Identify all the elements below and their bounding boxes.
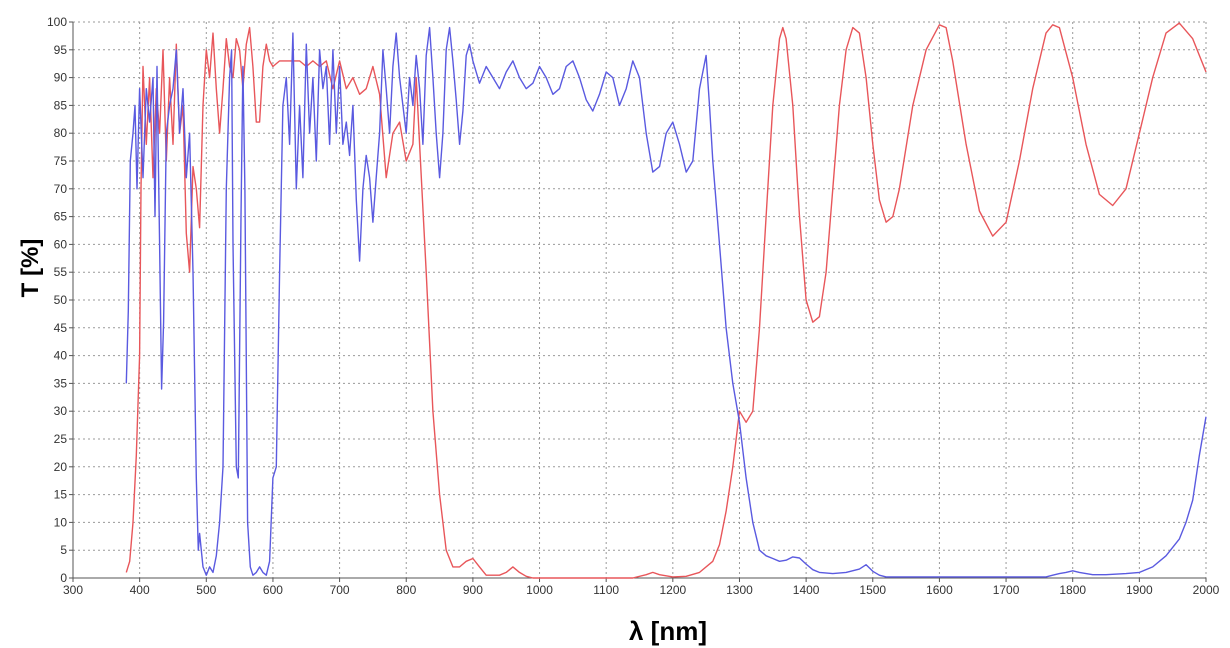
series-line-1	[125, 22, 1207, 579]
y-tick-label: 60	[54, 237, 68, 251]
x-tick-label: 1400	[793, 583, 820, 597]
x-tick-label: 1100	[593, 583, 619, 597]
x-tick-label: 1600	[926, 583, 953, 597]
y-tick-label: 40	[54, 349, 68, 363]
y-tick-label: 80	[54, 126, 68, 140]
x-tick-label: 1900	[1126, 583, 1153, 597]
x-tick-label: 1000	[526, 583, 553, 597]
y-tick-label: 20	[54, 460, 68, 474]
x-tick-label: 1300	[726, 583, 753, 597]
grid-lines	[73, 21, 1207, 578]
y-tick-label: 95	[54, 43, 68, 57]
y-axis-title: T [%]	[17, 239, 44, 298]
x-tick-label: 1500	[859, 583, 886, 597]
series-line-2	[125, 26, 1207, 578]
x-tick-label: 600	[263, 583, 283, 597]
x-tick-label: 2000	[1193, 583, 1220, 597]
y-tick-label: 5	[60, 543, 67, 557]
y-tick-label: 90	[54, 71, 68, 85]
y-tick-label: 45	[54, 321, 68, 335]
x-tick-label: 1800	[1059, 583, 1086, 597]
y-tick-label: 100	[47, 15, 67, 29]
y-tick-label: 70	[54, 182, 68, 196]
y-tick-label: 10	[54, 515, 68, 529]
x-tick-label: 1700	[993, 583, 1020, 597]
x-tick-label: 300	[63, 583, 83, 597]
y-tick-label: 75	[54, 154, 68, 168]
x-tick-label: 800	[396, 583, 416, 597]
x-tick-label: 700	[330, 583, 350, 597]
x-axis-title: λ [nm]	[629, 616, 707, 646]
y-tick-label: 25	[54, 432, 68, 446]
y-tick-labels: 0 5 10 15 20 25 30 35 40 45 50 55 60 65 70 75 80 85 90 95 10…	[47, 15, 67, 585]
y-tick-label: 15	[54, 488, 68, 502]
y-tick-label: 50	[54, 293, 68, 307]
axes	[69, 21, 1207, 582]
y-tick-label: 55	[54, 265, 68, 279]
x-tick-label: 400	[130, 583, 150, 597]
y-tick-label: 85	[54, 98, 68, 112]
y-tick-label: 0	[60, 571, 67, 585]
x-tick-label: 500	[196, 583, 216, 597]
y-tick-label: 30	[54, 404, 68, 418]
y-tick-label: 35	[54, 376, 68, 390]
y-tick-label: 65	[54, 210, 68, 224]
x-tick-labels: 300 400 500 600 700 800 900 1000 1100 1200 1300 140…	[63, 583, 1220, 597]
x-tick-label: 900	[463, 583, 483, 597]
x-tick-label: 1200	[659, 583, 686, 597]
series-lines	[125, 22, 1207, 579]
